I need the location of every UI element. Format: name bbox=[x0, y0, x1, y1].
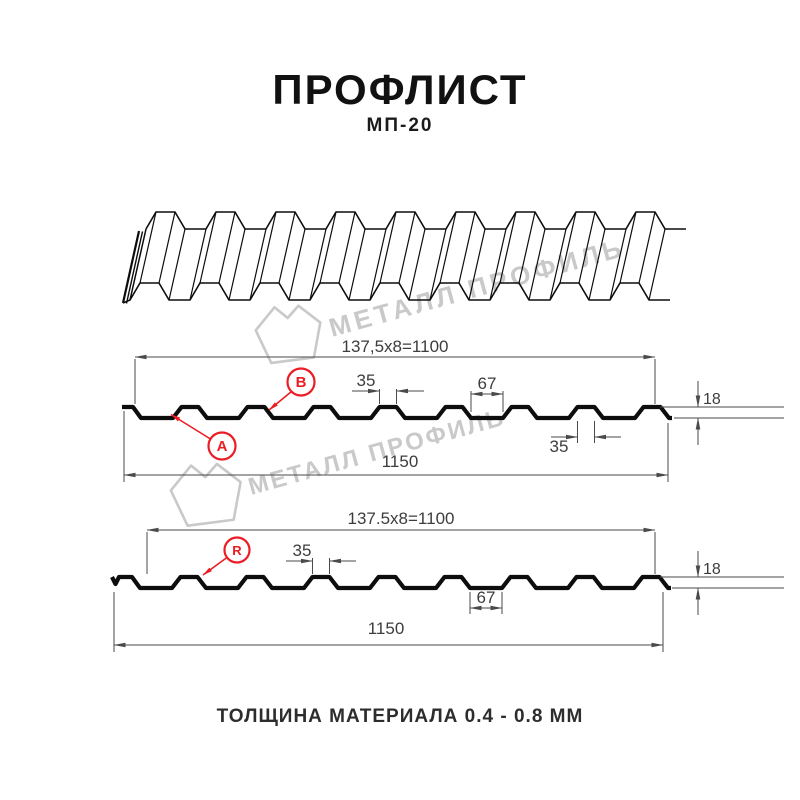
watermark-lower: МЕТАЛЛ ПРОФИЛЬ bbox=[169, 404, 509, 527]
dim-valley-width-bottom: 67 bbox=[477, 588, 496, 607]
dim-rib-width-top: 35 bbox=[357, 371, 376, 390]
page-title: ПРОФЛИСТ bbox=[272, 66, 527, 113]
cross-section-top-dimensions: 137,5x8=1100 35 67 18 35 1150 A B bbox=[217, 337, 721, 471]
dim-pitch-top: 137,5x8=1100 bbox=[342, 337, 449, 356]
dim-valley-width-top: 67 bbox=[478, 374, 497, 393]
dim-overall-width-bottom: 1150 bbox=[368, 619, 405, 638]
marker-a-label: A bbox=[217, 438, 228, 455]
dim-rib-width-top-right: 35 bbox=[550, 437, 569, 456]
marker-b-label: B bbox=[296, 374, 307, 391]
dim-height-top: 18 bbox=[703, 391, 721, 408]
metall-profil-logo-icon bbox=[169, 462, 242, 527]
cross-section-bottom-graphics bbox=[110, 527, 784, 652]
dim-rib-width-bottom: 35 bbox=[293, 541, 312, 560]
page-subtitle: МП-20 bbox=[367, 115, 434, 136]
dim-pitch-bottom: 137.5x8=1100 bbox=[348, 509, 455, 528]
cross-section-bottom-dimensions: 137.5x8=1100 35 R 18 67 1150 bbox=[232, 509, 721, 638]
dim-height-bottom: 18 bbox=[703, 561, 721, 578]
marker-r-label: R bbox=[232, 543, 242, 558]
dim-overall-width-top: 1150 bbox=[382, 452, 419, 471]
cross-section-top-graphics bbox=[122, 354, 784, 482]
corrugated-sheet-3d-view bbox=[121, 211, 686, 304]
material-thickness-note: ТОЛЩИНА МАТЕРИАЛА 0.4 - 0.8 ММ bbox=[217, 706, 584, 727]
metall-profil-logo-icon bbox=[254, 304, 322, 365]
watermark-upper-text: МЕТАЛЛ ПРОФИЛЬ bbox=[326, 232, 629, 343]
